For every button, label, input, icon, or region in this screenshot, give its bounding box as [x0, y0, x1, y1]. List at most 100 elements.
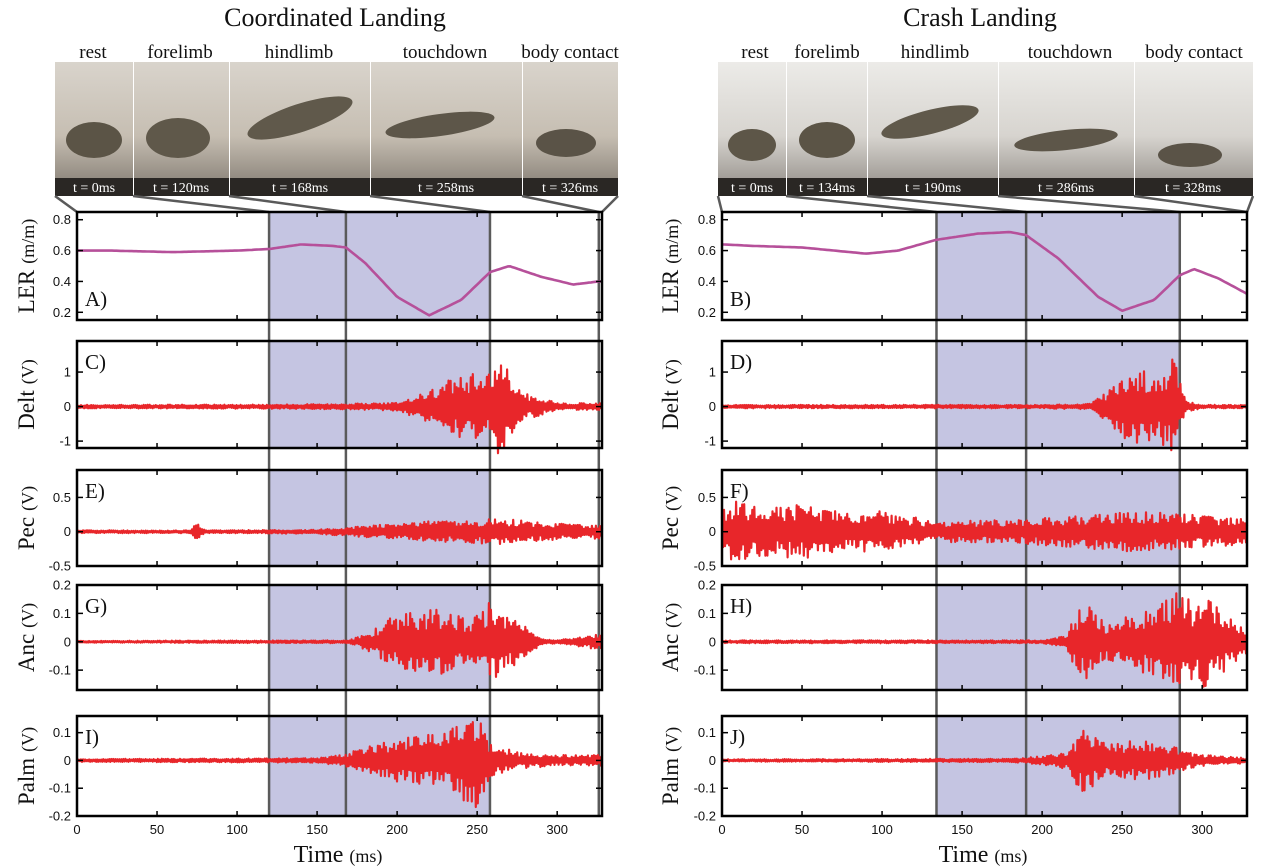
y-axis-title: Palm — [14, 758, 39, 805]
y-axis-label: Delt (V) — [658, 359, 683, 430]
frame-connector-line — [785, 194, 937, 214]
y-axis-label: Palm (V) — [14, 727, 39, 805]
y-tick-label: -0.2 — [694, 809, 716, 824]
toad-image — [1014, 128, 1118, 152]
phase-shading — [936, 716, 1027, 816]
panel-label: C) — [85, 350, 106, 374]
x-tick-label: 250 — [1111, 822, 1133, 837]
phase-labels: rest forelimb hindlimb touchdown body co… — [741, 42, 1243, 63]
y-axis-title: Pec — [658, 517, 683, 550]
phase-label-body-contact: body contact — [521, 42, 619, 63]
y-tick-label: 1 — [709, 365, 716, 380]
phase-shading — [936, 585, 1027, 690]
x-tick-label: 150 — [951, 822, 973, 837]
y-tick-label: 0.5 — [698, 490, 716, 505]
phase-shading — [936, 470, 1027, 566]
x-axis-unit: (ms) — [349, 846, 382, 867]
emg-series-line — [720, 500, 1249, 561]
phase-shading — [1026, 470, 1180, 566]
video-frame-rest: t = 0ms — [718, 62, 786, 196]
toad-image — [728, 129, 776, 161]
y-axis-unit: (V) — [662, 359, 683, 384]
panel-g: -0.1 0 0.1 0.2 G) Anc (V) — [14, 578, 604, 692]
y-axis-unit: (V) — [18, 486, 39, 511]
video-frame-hindlimb: t = 168ms — [230, 62, 370, 196]
y-tick-label: -0.1 — [694, 663, 716, 678]
y-tick-label: 0.2 — [53, 578, 71, 593]
y-tick-label: 0 — [709, 524, 716, 539]
toad-image — [146, 118, 210, 158]
x-tick-label: 200 — [1031, 822, 1053, 837]
y-tick-label: 0 — [709, 753, 716, 768]
plot-column: 0.2 0.4 0.6 0.8 A) LER (m/m) -1 0 1 C) Delt (V) -0.5 0… — [14, 194, 619, 837]
phase-label-hindlimb: hindlimb — [265, 42, 334, 63]
y-axis-label: LER (m/m) — [658, 219, 683, 313]
emg-series-line — [721, 358, 1248, 452]
panel-j: -0.2 -0.1 0 0.1 J) Palm (V) — [658, 714, 1249, 824]
toad-image — [799, 122, 855, 158]
y-tick-label: 1 — [64, 365, 71, 380]
y-axis-label: Pec (V) — [14, 486, 39, 550]
frame-connector-line — [1245, 195, 1255, 213]
figure-coordinated-landing: Coordinated Landing rest forelimb hindli… — [55, 3, 620, 196]
phase-shading — [269, 212, 346, 320]
y-tick-label: -0.5 — [694, 559, 716, 574]
phase-label-forelimb: forelimb — [147, 42, 212, 63]
frame-connector-line — [521, 194, 600, 214]
y-axis-unit: (V) — [662, 727, 683, 752]
emg-series-line — [721, 729, 1249, 792]
y-tick-label: 0 — [64, 399, 71, 414]
y-axis-label: Delt (V) — [14, 359, 39, 430]
panel-label: A) — [85, 287, 107, 311]
y-tick-label: -0.5 — [49, 559, 71, 574]
frame-connector-line — [369, 194, 491, 214]
panel-label: J) — [730, 725, 745, 749]
phase-label-hindlimb: hindlimb — [901, 42, 970, 63]
phase-shading — [936, 341, 1027, 448]
y-axis-unit: (m/m) — [662, 219, 683, 264]
x-tick-label: 100 — [871, 822, 893, 837]
x-axis-title: Time — [294, 842, 344, 867]
x-tick-label: 100 — [226, 822, 248, 837]
y-axis-label: Palm (V) — [658, 727, 683, 805]
y-tick-label: 0 — [64, 634, 71, 649]
y-tick-label: 0.2 — [53, 305, 71, 320]
emg-series-line — [76, 518, 604, 545]
video-frame-hindlimb: t = 190ms — [868, 62, 998, 196]
panel-frame — [720, 714, 1249, 818]
toad-image — [1158, 143, 1222, 167]
y-axis-unit: (V) — [18, 359, 39, 384]
y-axis-title: Anc — [658, 634, 683, 672]
video-frame-touchdown: t = 286ms — [999, 62, 1134, 196]
toad-image — [385, 111, 495, 139]
x-tick-label: 0 — [73, 822, 80, 837]
y-axis-title: Anc — [14, 634, 39, 672]
x-tick-label: 50 — [795, 822, 809, 837]
y-axis-title: LER — [14, 269, 39, 313]
y-tick-label: 0 — [64, 753, 71, 768]
x-tick-label: 250 — [466, 822, 488, 837]
panel-f: -0.5 0 0.5 F) Pec (V) — [658, 468, 1249, 574]
phase-labels: rest forelimb hindlimb touchdown body co… — [79, 42, 619, 63]
panel-label: E) — [85, 479, 105, 503]
y-tick-label: -1 — [59, 434, 71, 449]
y-tick-label: 0.1 — [698, 725, 716, 740]
phase-label-rest: rest — [741, 42, 769, 63]
panel-b: 0.2 0.4 0.6 0.8 B) LER (m/m) — [658, 210, 1249, 322]
panel-frame — [720, 210, 1249, 322]
frame-time: t = 258ms — [418, 181, 474, 196]
y-tick-label: 0.1 — [53, 725, 71, 740]
toad-image — [881, 105, 979, 139]
y-axis-title: LER — [658, 269, 683, 313]
panel-c: -1 0 1 C) Delt (V) — [14, 339, 604, 455]
panel-e: -0.5 0 0.5 E) Pec (V) — [14, 468, 604, 574]
phase-shading — [269, 716, 346, 816]
y-axis-label: Anc (V) — [658, 603, 683, 672]
y-axis-title: Pec — [14, 517, 39, 550]
panel-frame — [720, 468, 1249, 568]
phase-shading — [269, 585, 346, 690]
frame-connector-line — [866, 194, 1027, 214]
y-axis-unit: (V) — [18, 727, 39, 752]
y-tick-label: 0.5 — [53, 490, 71, 505]
y-tick-label: -0.1 — [694, 781, 716, 796]
